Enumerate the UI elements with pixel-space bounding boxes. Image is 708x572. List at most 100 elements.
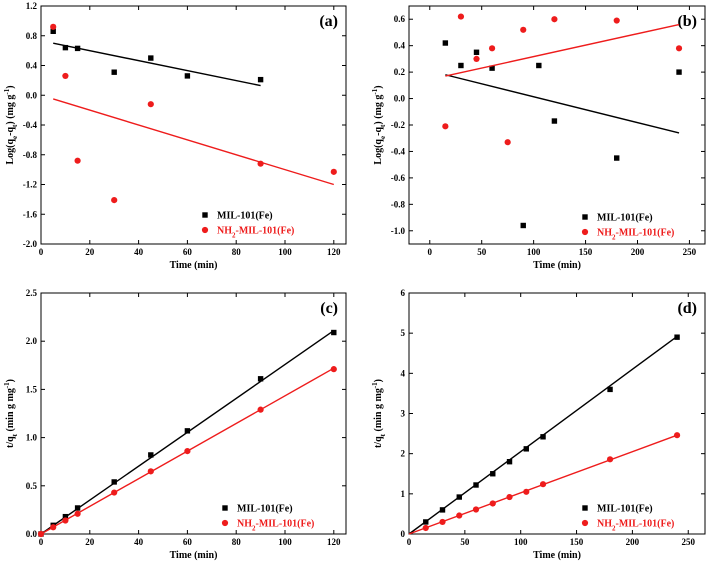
x-tick-label: 120 (327, 247, 341, 257)
data-point-nh2 (184, 447, 191, 455)
data-point-mil (439, 507, 446, 513)
y-axis-label-part: ) (5, 85, 16, 88)
legend-label-nh2-suffix: -MIL-101(Fe) (616, 519, 675, 530)
data-point-nh2 (472, 506, 480, 513)
data-point-nh2 (506, 493, 513, 501)
data-point-mil (74, 45, 81, 52)
data-point-mil (111, 69, 117, 75)
legend: MIL-101(Fe) NH2-MIL-101(Fe) (581, 504, 674, 533)
data-point-mil (614, 155, 620, 161)
legend-label-nh2-sub: 2 (612, 525, 616, 533)
y-axis-label-part: t/q (373, 436, 384, 448)
y-tick-label: -0.8 (391, 199, 406, 209)
data-point-nh2 (606, 456, 614, 463)
x-axis-label: Time (min) (170, 550, 218, 561)
legend-marker-mil (582, 505, 588, 511)
x-tick-label: 0 (428, 247, 433, 257)
y-axis-label-part: t (379, 124, 387, 127)
y-tick-label: 0.2 (394, 67, 406, 77)
y-tick-label: -1.0 (391, 226, 406, 236)
data-point-nh2 (62, 517, 69, 524)
plot-frame (408, 5, 706, 245)
x-axis-label: Time (min) (170, 260, 218, 271)
x-tick-label: 20 (85, 247, 95, 257)
y-axis-label: t/qt (min g mg-1) (3, 379, 19, 448)
legend-label-nh2-prefix: NH (217, 226, 232, 237)
legend-label-nh2-prefix: NH (237, 519, 252, 530)
data-point-mil (674, 334, 680, 340)
data-point-mil (490, 471, 496, 477)
plot-frame (40, 292, 347, 535)
panel-b: 0 50 100 150 200 250 -1.0 -0.8 -0.6 -0.4 -0.2 0.0 0.… (371, 5, 706, 271)
data-point-mil (148, 452, 154, 458)
legend-label-nh2-suffix: -MIL-101(Fe) (236, 226, 295, 237)
data-point-mil (184, 73, 191, 79)
y-tick-label: 0.4 (26, 61, 38, 71)
x-tick-label: 200 (626, 537, 640, 547)
y-axis-label: Log(qe-qt) (mg g-1) (371, 85, 387, 164)
y-tick-label: 1.0 (26, 433, 38, 443)
y-tick-label: 0.4 (394, 41, 406, 51)
fit-line-mil (445, 74, 680, 134)
y-tick-label: -1.2 (23, 180, 38, 190)
data-point-mil (62, 44, 69, 51)
legend-marker-nh2 (581, 519, 589, 527)
panel-d: 0 50 100 150 200 250 0 1 2 3 4 5 6 Time (min) t/qt (mi… (371, 288, 706, 561)
data-point-nh2 (457, 13, 465, 20)
x-tick-label: 250 (683, 247, 697, 257)
data-point-mil (536, 62, 542, 69)
panel-a: 0 20 40 60 80 100 120 -2.0 -1.6 -1.2 -0.8 -0.4 0.0 0.… (3, 1, 347, 271)
legend-label-nh2-sub: 2 (232, 232, 236, 240)
data-point-nh2 (488, 45, 496, 52)
legend: MIL-101(Fe) NH2-MIL-101(Fe) (201, 211, 295, 240)
data-point-mil (257, 376, 264, 382)
data-point-mil (62, 513, 69, 520)
y-tick-label: 4 (401, 368, 406, 378)
y-tick-label: 0.5 (26, 481, 38, 491)
legend-label-nh2-suffix: -MIL-101(Fe) (616, 228, 675, 239)
legend-marker-mil (582, 214, 588, 220)
legend-label-nh2-sub: 2 (252, 525, 256, 533)
y-axis-label-part: t (11, 124, 19, 127)
y-axis-label-part: -q (5, 127, 16, 136)
y-axis-label-part: (min g mg (373, 388, 384, 434)
data-point-nh2 (523, 488, 530, 495)
plot-frame (408, 292, 706, 535)
data-point-mil (111, 479, 117, 485)
data-point-nh2 (520, 26, 527, 33)
data-point-nh2 (473, 55, 480, 62)
legend-marker-nh2 (201, 226, 209, 234)
x-tick-label: 0 (39, 247, 44, 257)
y-tick-label: 0.0 (394, 94, 406, 104)
data-point-nh2 (489, 500, 496, 507)
data-point-nh2 (257, 160, 264, 167)
data-point-mil (540, 434, 546, 440)
data-point-nh2 (422, 524, 429, 532)
y-tick-label: -0.4 (391, 146, 406, 156)
y-axis-label-part: -1 (371, 88, 379, 94)
y-tick-label: 5 (401, 328, 406, 338)
y-tick-label: 2 (401, 449, 406, 459)
panel-label: (b) (677, 13, 697, 30)
data-point-mil (520, 222, 526, 229)
y-tick-label: -0.8 (23, 150, 38, 160)
panel-label: (c) (320, 300, 338, 317)
fit-line-nh2 (52, 98, 335, 186)
y-axis-label-part: Log(q (5, 139, 16, 165)
data-point-nh2 (37, 530, 45, 538)
legend-label-nh2: NH2-MIL-101(Fe) (597, 519, 674, 533)
data-point-nh2 (504, 139, 511, 146)
x-tick-label: 100 (527, 247, 541, 257)
x-tick-label: 60 (183, 537, 193, 547)
y-tick-label: 0.0 (26, 529, 38, 539)
data-point-nh2 (673, 432, 681, 439)
x-tick-label: 150 (570, 537, 584, 547)
y-tick-label: -0.4 (23, 120, 38, 130)
y-axis-label: t/qt (min g mg-1) (371, 379, 387, 448)
y-tick-label: 0 (401, 529, 406, 539)
x-tick-label: 60 (183, 247, 193, 257)
data-point-mil (676, 69, 682, 75)
data-point-mil (607, 386, 613, 393)
data-point-nh2 (456, 512, 463, 519)
